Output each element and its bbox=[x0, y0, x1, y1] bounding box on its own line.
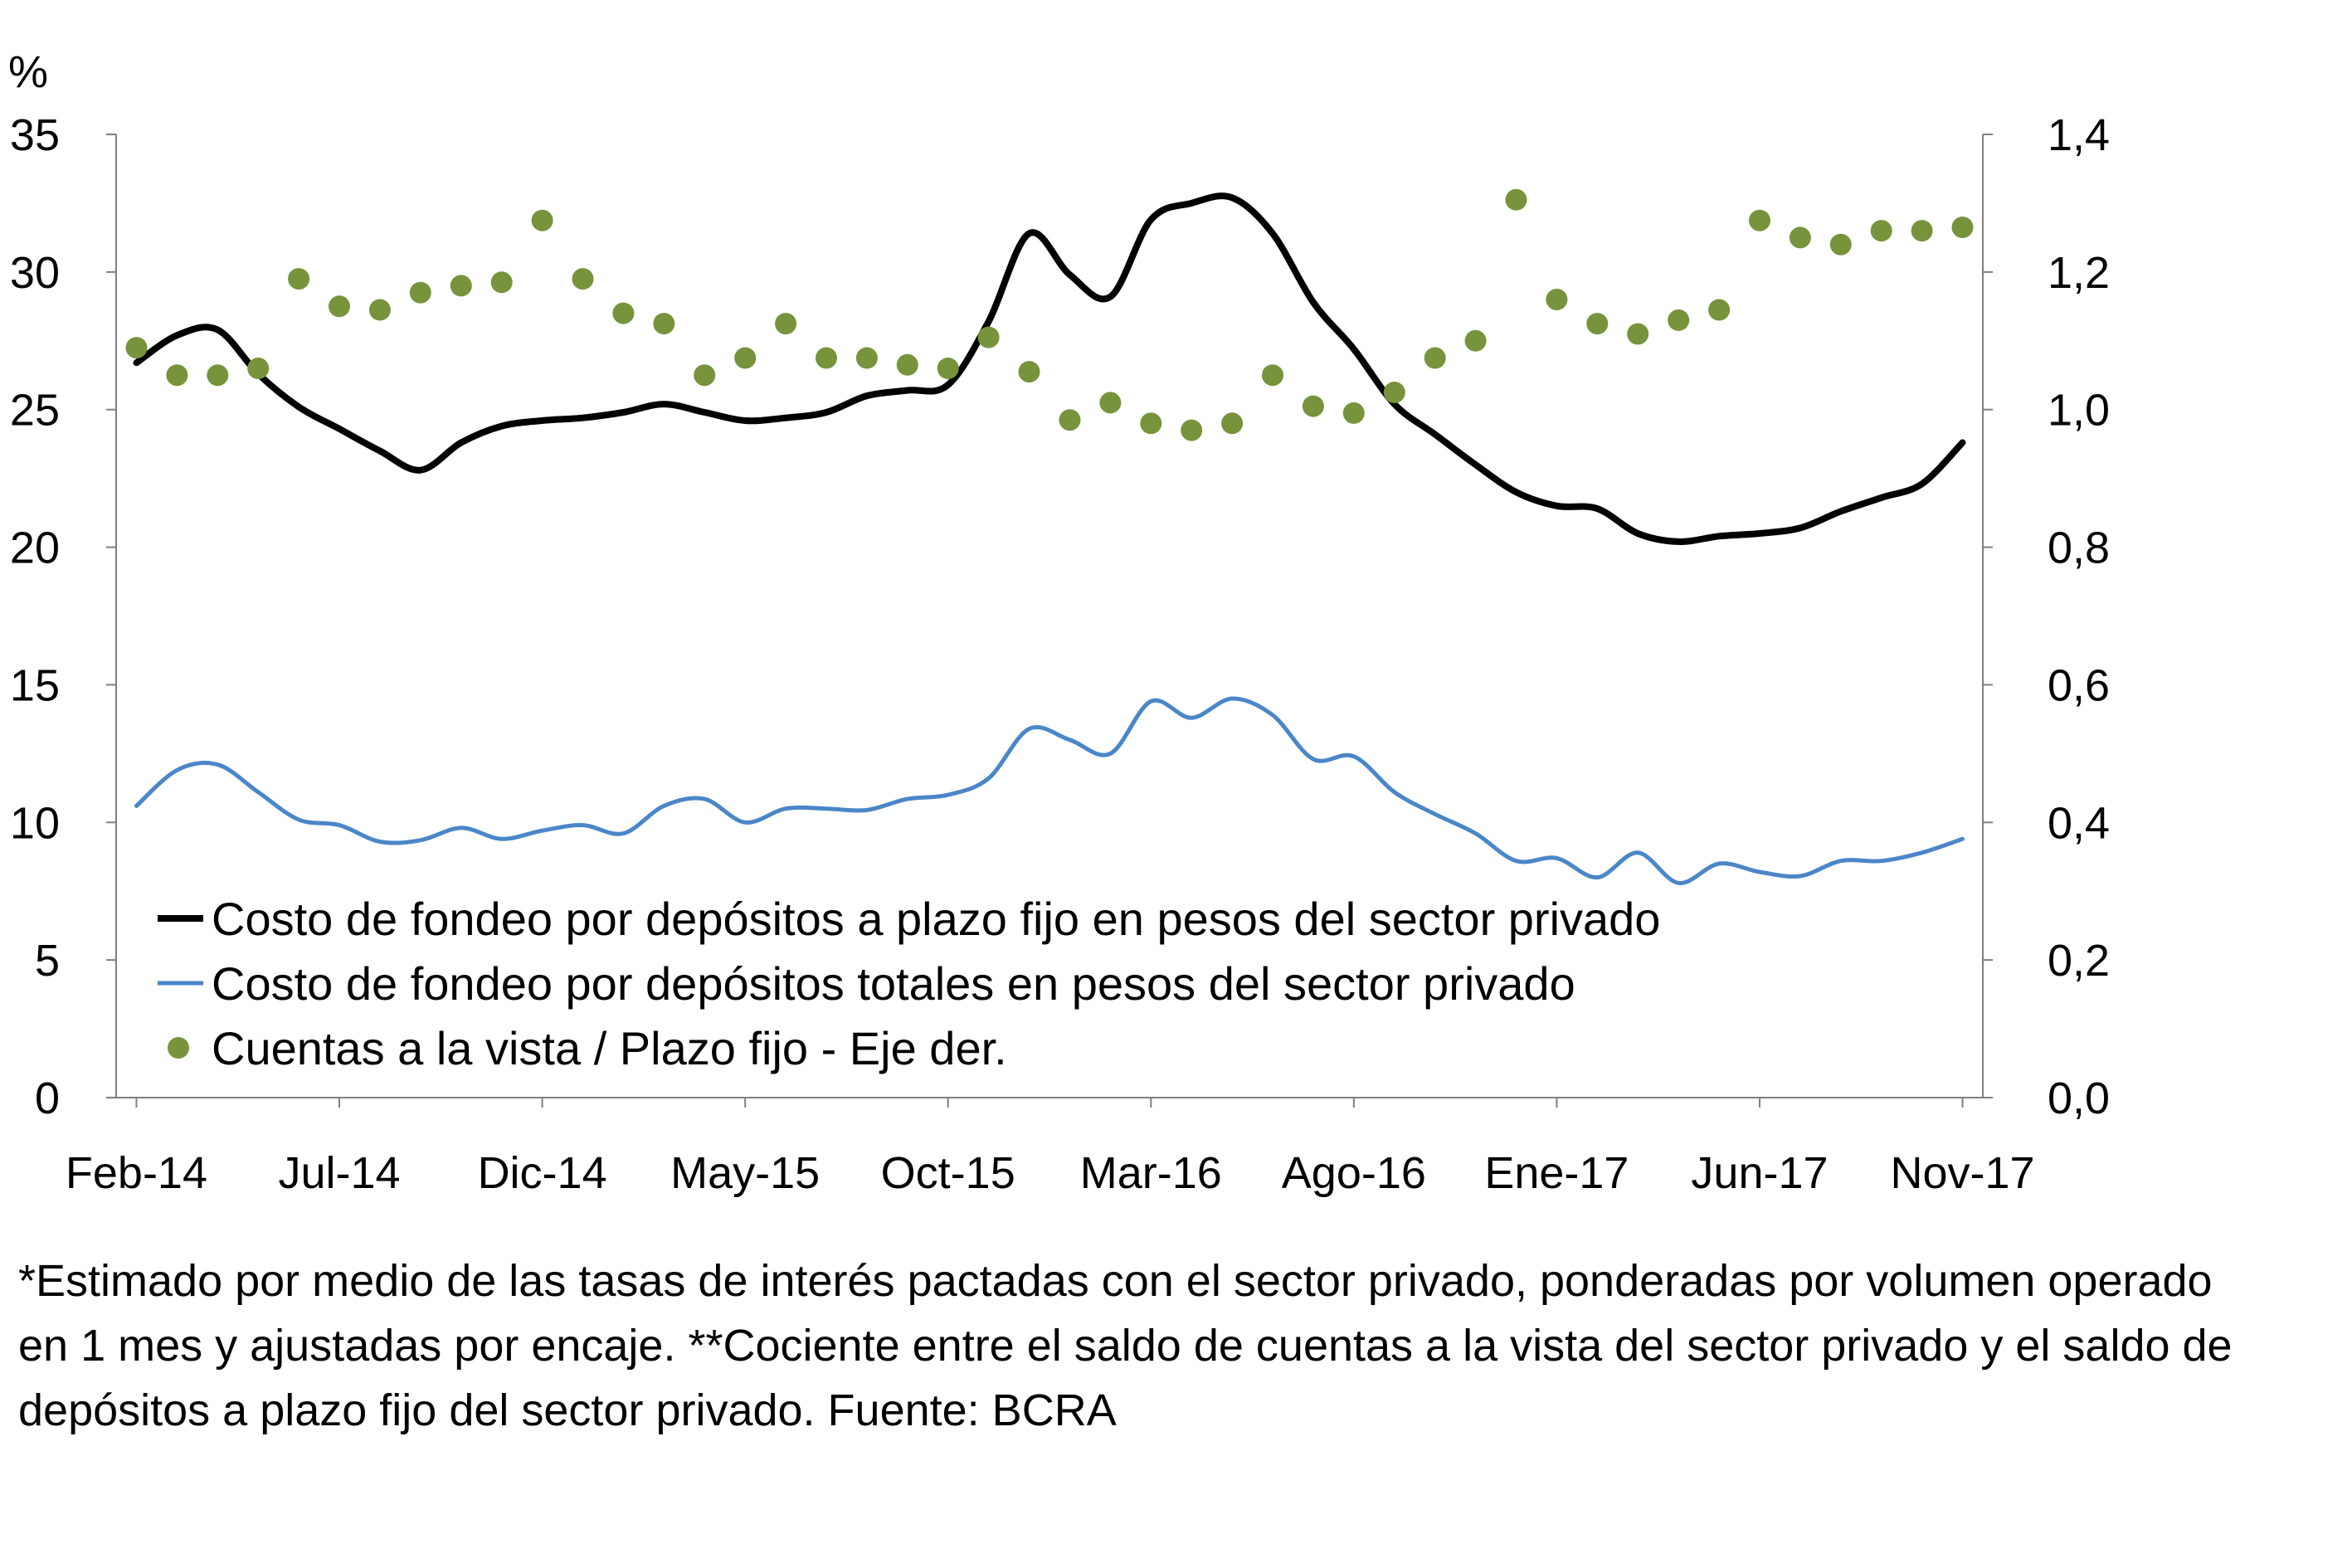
ratio-point bbox=[1140, 412, 1162, 435]
ratio-point bbox=[694, 364, 716, 387]
ratio-point bbox=[1302, 395, 1324, 417]
ratio-point bbox=[1424, 347, 1446, 369]
ratio-point bbox=[1668, 309, 1690, 331]
x-tick-label: Ago-16 bbox=[1282, 1148, 1426, 1198]
left-tick-label: 25 bbox=[10, 386, 60, 436]
right-tick-label: 1,2 bbox=[2048, 248, 2110, 298]
series-line-fixed-term bbox=[133, 192, 1966, 545]
left-tick-label: 0 bbox=[35, 1074, 60, 1123]
ratio-point bbox=[207, 364, 229, 387]
ratio-point bbox=[288, 268, 310, 290]
ratio-point bbox=[1911, 220, 1933, 242]
right-tick-label: 1,4 bbox=[2048, 110, 2110, 160]
right-tick-label: 0,0 bbox=[2048, 1074, 2110, 1123]
ratio-point bbox=[247, 358, 270, 379]
axes: 0 5 10 15 20 25 30 35 0,0 0,2 0,4 0,6 0,8 1,0 1,2 1,4 Fe… bbox=[10, 110, 2110, 1198]
ratio-point bbox=[1099, 392, 1122, 414]
ratio-point bbox=[1464, 329, 1487, 352]
legend-label-ratio: Cuentas a la vista / Plazo fijo - Eje de… bbox=[212, 1022, 1007, 1074]
ratio-point bbox=[896, 353, 918, 376]
left-tick-label: 35 bbox=[10, 110, 60, 160]
ratio-point bbox=[572, 268, 594, 290]
ratio-point bbox=[1789, 226, 1811, 249]
legend-swatch-ratio bbox=[168, 1037, 189, 1059]
x-tick-label: Dic-14 bbox=[478, 1148, 607, 1198]
ratio-point bbox=[125, 337, 148, 359]
legend-label-fixed-term: Costo de fondeo por depósitos a plazo fi… bbox=[212, 893, 1660, 945]
x-tick-label: Jun-17 bbox=[1691, 1148, 1828, 1198]
legend: Costo de fondeo por depósitos a plazo fi… bbox=[158, 893, 1660, 1074]
ratio-point bbox=[450, 275, 472, 297]
x-tick-label: Oct-15 bbox=[881, 1148, 1015, 1198]
right-tick-label: 1,0 bbox=[2048, 386, 2110, 436]
x-tick-label: Feb-14 bbox=[66, 1148, 207, 1198]
ratio-point bbox=[1829, 233, 1852, 256]
ratio-point bbox=[775, 313, 797, 335]
ratio-point bbox=[816, 347, 837, 369]
ratio-point bbox=[1749, 209, 1770, 231]
left-tick-label: 10 bbox=[10, 798, 60, 848]
ratio-point bbox=[1505, 188, 1527, 211]
ratio-point bbox=[1586, 313, 1609, 335]
series-line-total-deposits bbox=[134, 696, 1965, 885]
left-tick-label: 20 bbox=[10, 523, 60, 573]
ratio-point bbox=[1181, 419, 1203, 441]
ratio-point bbox=[1342, 402, 1365, 424]
footnote: *Estimado por medio de las tasas de inte… bbox=[18, 1256, 2233, 1435]
right-tick-label: 0,6 bbox=[2048, 660, 2110, 710]
ratio-point bbox=[937, 358, 959, 379]
ratio-point bbox=[1383, 382, 1405, 403]
unit-label: % bbox=[8, 47, 48, 97]
left-tick-label: 30 bbox=[10, 248, 60, 298]
x-tick-label: Nov-17 bbox=[1891, 1148, 2035, 1198]
ratio-point bbox=[490, 271, 513, 294]
ratio-point bbox=[1627, 323, 1649, 345]
ratio-point bbox=[329, 295, 350, 318]
left-tick-label: 5 bbox=[35, 936, 60, 986]
ratio-point bbox=[855, 347, 878, 369]
right-tick-label: 0,4 bbox=[2048, 798, 2110, 848]
ratio-point bbox=[1059, 409, 1081, 431]
ratio-point bbox=[531, 209, 553, 231]
ratio-point bbox=[612, 302, 635, 324]
ratio-point bbox=[1262, 364, 1283, 387]
ratio-point bbox=[1221, 412, 1244, 435]
ratio-point bbox=[1870, 220, 1892, 242]
ratio-point bbox=[1951, 217, 1974, 238]
ratio-point bbox=[1546, 289, 1568, 310]
ratio-point bbox=[1708, 299, 1731, 321]
ratio-point bbox=[653, 313, 675, 335]
ratio-point bbox=[1018, 361, 1040, 383]
x-tick-label: Ene-17 bbox=[1484, 1148, 1629, 1198]
right-tick-label: 0,8 bbox=[2048, 523, 2110, 573]
ratio-point bbox=[734, 347, 757, 369]
ratio-point bbox=[166, 364, 188, 387]
x-tick-label: May-15 bbox=[670, 1148, 820, 1198]
left-tick-label: 15 bbox=[10, 660, 60, 710]
ratio-point bbox=[977, 326, 1000, 348]
x-tick-label: Jul-14 bbox=[278, 1148, 400, 1198]
legend-label-total-deposits: Costo de fondeo por depósitos totales en… bbox=[212, 957, 1575, 1010]
series-layer bbox=[125, 188, 1974, 885]
right-tick-label: 0,2 bbox=[2048, 936, 2110, 986]
chart: % 0 5 10 15 20 25 30 35 0,0 0,2 0,4 0,6 0,8 1,0 1,2 1,4… bbox=[8, 47, 2110, 1198]
x-tick-label: Mar-16 bbox=[1080, 1148, 1222, 1198]
ratio-point bbox=[409, 281, 431, 304]
ratio-point bbox=[368, 299, 391, 321]
